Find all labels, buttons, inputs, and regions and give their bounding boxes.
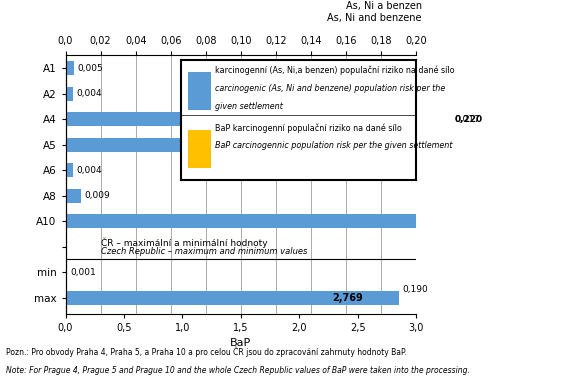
- Text: karcinogenní (As, Ni,a benzen) populační riziko na dané sílo: karcinogenní (As, Ni,a benzen) populační…: [215, 65, 455, 75]
- Text: BaP karcinogenní populační riziko na dané sílo: BaP karcinogenní populační riziko na dan…: [215, 123, 402, 133]
- Bar: [66, 189, 82, 203]
- Text: 2,769: 2,769: [332, 293, 363, 303]
- Text: 0,009: 0,009: [85, 191, 111, 200]
- Bar: [66, 214, 70, 228]
- Text: carcinogenic (As, Ni and benzene) population risk per the: carcinogenic (As, Ni and benzene) popula…: [215, 84, 446, 93]
- Text: 0,004: 0,004: [76, 89, 101, 98]
- Text: As, Ni a benzen
As, Ni and benzene: As, Ni a benzen As, Ni and benzene: [327, 1, 422, 23]
- Text: 0,220: 0,220: [455, 115, 483, 123]
- Text: 0,005: 0,005: [78, 64, 104, 72]
- Text: 0,190: 0,190: [402, 285, 428, 294]
- Bar: [66, 291, 398, 305]
- Bar: [188, 130, 210, 168]
- Text: Note: For Prague 4, Prague 5 and Prague 10 and the whole Czech Republic values o: Note: For Prague 4, Prague 5 and Prague …: [6, 366, 470, 375]
- Bar: [66, 112, 67, 126]
- Text: 0,001: 0,001: [71, 268, 96, 277]
- Bar: [66, 138, 68, 152]
- Text: 0,004: 0,004: [76, 166, 101, 174]
- Bar: [66, 112, 451, 126]
- Text: given settlement: given settlement: [215, 102, 283, 111]
- Text: 0,146: 0,146: [325, 140, 353, 149]
- Bar: [66, 265, 67, 279]
- Bar: [66, 291, 389, 305]
- Bar: [66, 214, 570, 228]
- Bar: [66, 163, 72, 177]
- Text: ČR – maximální a minimální hodnoty: ČR – maximální a minimální hodnoty: [100, 238, 267, 248]
- Bar: [66, 61, 74, 75]
- Text: Pozn.: Pro obvody Praha 4, Praha 5, a Praha 10 a pro celou ČR jsou do zpracování: Pozn.: Pro obvody Praha 4, Praha 5, a Pr…: [6, 347, 406, 357]
- Bar: [66, 138, 321, 152]
- Bar: [188, 72, 210, 110]
- Text: 0,018: 0,018: [325, 140, 351, 149]
- X-axis label: BaP: BaP: [230, 338, 251, 347]
- Text: Czech Republic – maximum and minimum values: Czech Republic – maximum and minimum val…: [100, 247, 307, 256]
- Text: 0,017: 0,017: [455, 115, 481, 123]
- Bar: [66, 86, 72, 101]
- Text: BaP carcinogennic population risk per the given settlement: BaP carcinogennic population risk per th…: [215, 141, 453, 150]
